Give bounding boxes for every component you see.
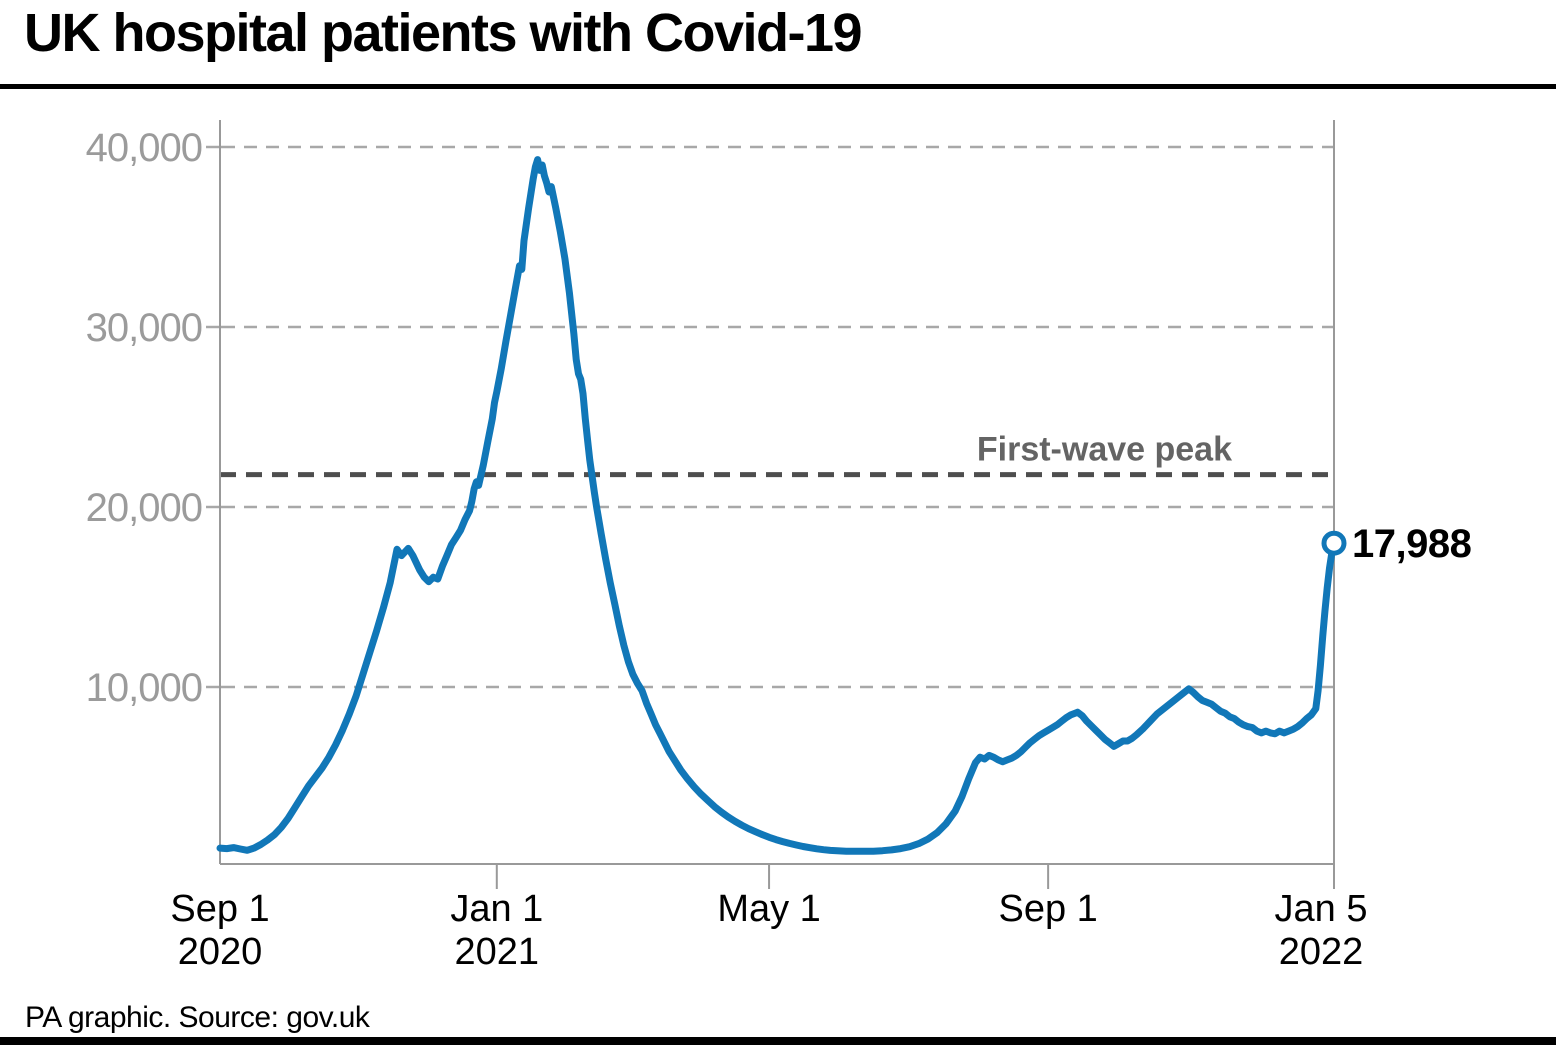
first-wave-peak-label: First-wave peak [977,431,1232,469]
y-axis-labels-group: 10,000 20,000 30,000 40,000 [86,126,203,710]
x-axis-label: 2021 [455,931,540,973]
x-axis-label: Sep 1 [998,888,1097,930]
x-axis-label: May 1 [717,888,820,930]
endpoint-value-label: 17,988 [1352,522,1472,566]
gridlines-group [206,145,1334,689]
endpoint-marker [1321,530,1347,556]
source-credit: PA graphic. Source: gov.uk [25,1001,370,1034]
y-axis-label: 30,000 [86,306,202,350]
hospital-patients-line [216,156,1338,855]
y-axis-label: 20,000 [86,486,202,530]
x-axis-label: 2020 [178,931,263,973]
footer-divider-rule [0,1037,1556,1045]
y-axis-label: 10,000 [86,666,202,710]
axes-group [219,120,1335,889]
annotation-group: First-wave peak [220,431,1334,478]
endpoint-group: 17,988 [1321,522,1472,566]
x-axis-label: Jan 1 [450,888,543,930]
page-title: UK hospital patients with Covid-19 [24,3,863,63]
x-axis-label: 2022 [1279,931,1364,973]
x-axis-label: Sep 1 [170,888,269,930]
x-axis-label: Jan 5 [1275,888,1368,930]
y-axis-label: 40,000 [86,126,202,170]
data-series-group [216,156,1338,855]
title-divider-rule [0,84,1556,89]
